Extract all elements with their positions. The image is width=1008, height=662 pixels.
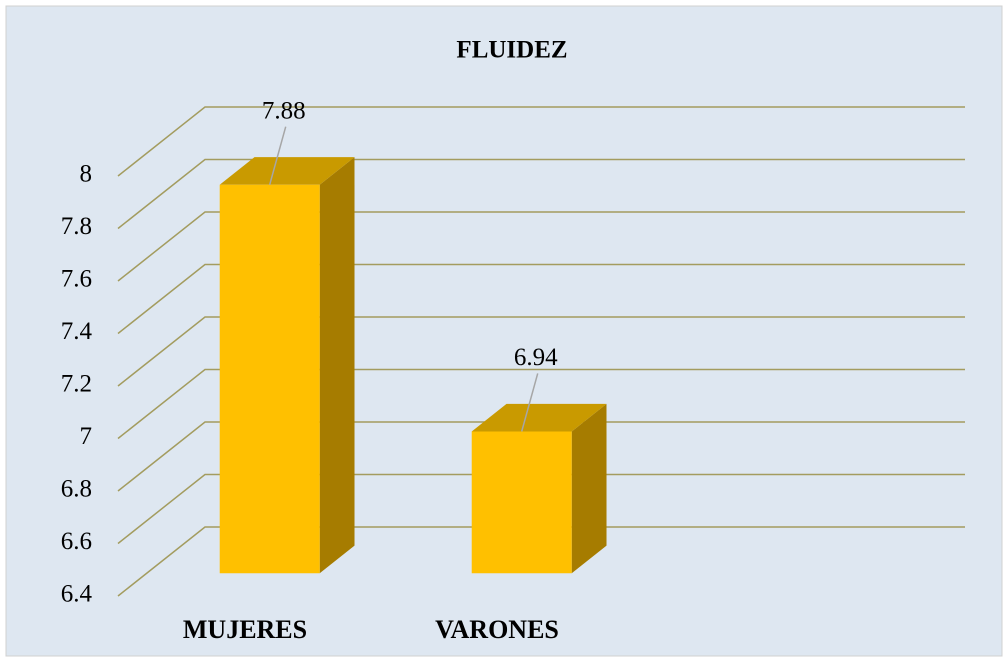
x-tick-label: MUJERES: [183, 615, 307, 644]
bar-top: [471, 403, 607, 432]
grid-line: [117, 421, 965, 492]
y-tick-label: 6.6: [61, 528, 92, 555]
y-tick-label: 6.4: [61, 581, 93, 608]
bar-side: [319, 157, 355, 574]
grid-line: [117, 316, 965, 387]
grid-line: [117, 526, 965, 597]
grid-line: [117, 158, 965, 230]
y-tick-label: 7.2: [61, 371, 92, 398]
x-tick-label: VARONES: [435, 615, 559, 644]
y-tick-label: 7: [80, 423, 93, 450]
bar-side: [571, 403, 607, 574]
grid-line: [117, 263, 965, 335]
y-tick-label: 7.4: [61, 318, 93, 345]
bar-top: [219, 157, 355, 185]
grid-line: [117, 106, 965, 177]
grid-line: [117, 368, 965, 440]
grid-line: [117, 211, 965, 282]
y-tick-label: 8: [80, 161, 93, 188]
y-tick-label: 6.8: [61, 476, 92, 503]
value-label: 7.88: [262, 97, 306, 124]
bar: [219, 184, 320, 574]
grid-line: [117, 473, 965, 545]
leader-line: [520, 373, 539, 432]
chart-title: FLUIDEZ: [456, 37, 567, 64]
y-tick-label: 7.6: [61, 266, 92, 293]
leader-line: [268, 126, 287, 185]
value-label: 6.94: [514, 344, 558, 371]
bar: [471, 431, 572, 574]
y-tick-label: 7.8: [61, 213, 92, 240]
